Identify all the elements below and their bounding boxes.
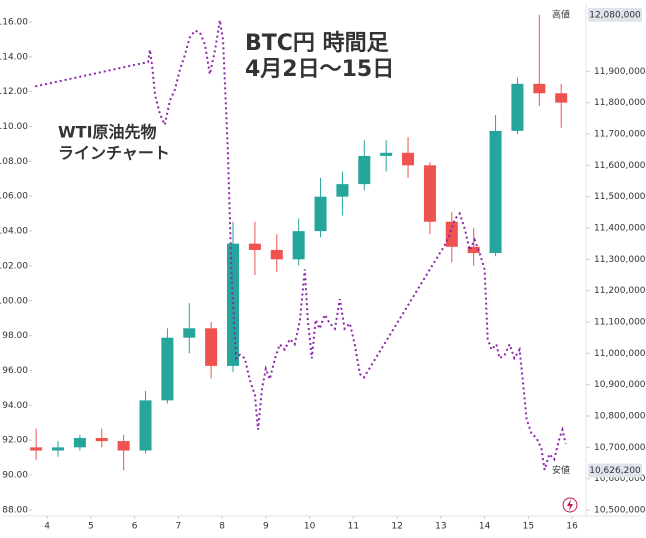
candle-body xyxy=(227,243,240,366)
y2-tick-label: 11,700,000 xyxy=(594,129,646,139)
candle-body xyxy=(161,337,174,401)
x-tick-label: 6 xyxy=(132,522,138,532)
low-label-title: 安値 xyxy=(552,464,570,476)
candle-body xyxy=(205,328,218,366)
candle-body xyxy=(30,447,43,451)
y-tick-label: 112.00 xyxy=(0,87,28,97)
y-tick-label: 100.00 xyxy=(0,296,28,306)
y-tick-label: 106.00 xyxy=(0,192,28,202)
y-tick-label: 102.00 xyxy=(0,261,28,271)
annotation: WTI原油先物 xyxy=(58,123,157,142)
x-tick-label: 15 xyxy=(523,522,534,532)
x-tick-label: 10 xyxy=(304,522,316,532)
high-label-title: 高値 xyxy=(552,8,570,20)
x-tick-label: 9 xyxy=(263,522,269,532)
y-tick-label: 98.00 xyxy=(2,331,28,341)
candle-body xyxy=(445,221,458,247)
candle-body xyxy=(73,437,86,448)
x-tick-label: 7 xyxy=(175,522,181,532)
x-tick-label: 16 xyxy=(566,522,578,532)
lightning-glyph xyxy=(567,499,573,511)
candle-body xyxy=(248,243,261,250)
x-tick-label: 8 xyxy=(219,522,225,532)
y-tick-label: 90.00 xyxy=(2,471,28,481)
candle-body xyxy=(95,437,108,442)
y2-tick-label: 10,900,000 xyxy=(594,380,646,390)
annotation: BTC円 時間足 xyxy=(245,31,389,56)
y-tick-label: 96.00 xyxy=(2,366,28,376)
candle-body xyxy=(51,447,65,451)
annotation: ラインチャート xyxy=(58,144,170,163)
y-tick-label: 116.00 xyxy=(0,17,28,27)
y2-tick-label: 10,800,000 xyxy=(594,412,646,422)
candle-body xyxy=(489,130,502,254)
y-tick-label: 92.00 xyxy=(2,436,28,446)
high-label-box xyxy=(588,7,642,22)
low-label-value: 10,626,200 xyxy=(589,466,641,476)
candle-body xyxy=(292,231,305,260)
candle-body xyxy=(402,152,415,166)
y2-tick-label: 11,300,000 xyxy=(594,255,646,265)
candle-body xyxy=(467,246,480,254)
candle-body xyxy=(183,328,196,338)
candle-body xyxy=(336,184,349,197)
y2-tick-label: 11,800,000 xyxy=(594,98,646,108)
candle-body xyxy=(117,441,130,451)
x-tick-label: 4 xyxy=(44,522,50,532)
y2-tick-label: 10,600,000 xyxy=(594,474,646,484)
candle-body xyxy=(139,400,152,451)
y-tick-label: 94.00 xyxy=(2,401,28,411)
candle-body xyxy=(555,93,568,103)
y-tick-label: 110.00 xyxy=(0,122,28,132)
y-tick-label: 88.00 xyxy=(2,505,28,515)
candle-body xyxy=(511,83,524,131)
annotation: 4月2日～15日 xyxy=(245,57,394,82)
y2-tick-label: 11,600,000 xyxy=(594,161,646,171)
y2-tick-label: 11,900,000 xyxy=(594,67,646,77)
y2-tick-label: 11,100,000 xyxy=(594,318,646,328)
y2-tick-label: 11,200,000 xyxy=(594,286,646,296)
x-tick-label: 11 xyxy=(348,522,359,532)
candle-body xyxy=(533,83,546,94)
y-tick-label: 104.00 xyxy=(0,227,28,237)
y2-tick-label: 11,000,000 xyxy=(594,349,646,359)
x-tick-label: 13 xyxy=(435,522,446,532)
x-tick-label: 14 xyxy=(479,522,491,532)
candle-body xyxy=(314,196,327,232)
candle-body xyxy=(423,165,436,222)
y2-tick-label: 10,700,000 xyxy=(594,443,646,453)
candle-body xyxy=(270,249,283,260)
y-tick-label: 114.00 xyxy=(0,52,28,62)
candle-body xyxy=(358,155,371,185)
y2-tick-label: 11,400,000 xyxy=(594,223,646,233)
x-tick-label: 12 xyxy=(391,522,402,532)
y2-tick-label: 11,500,000 xyxy=(594,192,646,202)
y2-tick-label: 10,500,000 xyxy=(594,506,646,516)
low-label-box xyxy=(588,463,642,478)
candle-body xyxy=(380,152,393,156)
high-label-value: 12,080,000 xyxy=(589,10,641,20)
y-tick-label: 108.00 xyxy=(0,157,28,167)
x-tick-label: 5 xyxy=(88,522,94,532)
lightning-icon[interactable] xyxy=(562,497,578,513)
